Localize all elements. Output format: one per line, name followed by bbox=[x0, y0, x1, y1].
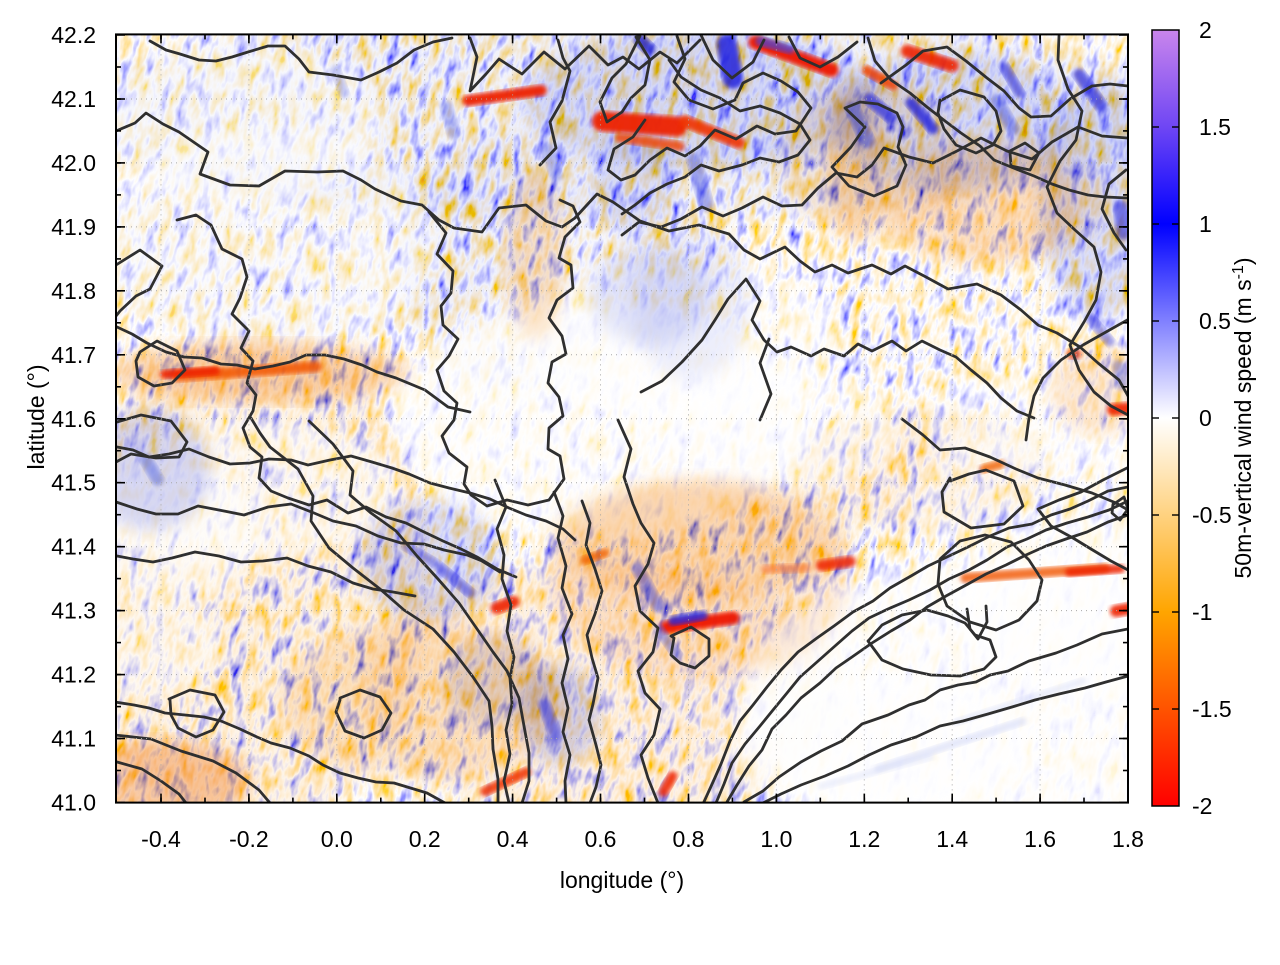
svg-text:41.9: 41.9 bbox=[51, 214, 96, 240]
svg-text:1.8: 1.8 bbox=[1112, 826, 1144, 852]
svg-text:1.0: 1.0 bbox=[760, 826, 792, 852]
svg-text:42.1: 42.1 bbox=[51, 86, 96, 112]
svg-text:41.3: 41.3 bbox=[51, 598, 96, 624]
svg-text:1.6: 1.6 bbox=[1024, 826, 1056, 852]
svg-text:42.2: 42.2 bbox=[51, 22, 96, 48]
svg-text:0.4: 0.4 bbox=[497, 826, 529, 852]
svg-text:1.4: 1.4 bbox=[936, 826, 968, 852]
svg-text:41.4: 41.4 bbox=[51, 534, 96, 560]
svg-text:41.0: 41.0 bbox=[51, 790, 96, 816]
svg-text:42.0: 42.0 bbox=[51, 150, 96, 176]
svg-text:-1.5: -1.5 bbox=[1192, 696, 1232, 722]
svg-text:latitude (°): latitude (°) bbox=[23, 364, 49, 469]
svg-text:0.2: 0.2 bbox=[409, 826, 441, 852]
svg-text:-0.5: -0.5 bbox=[1192, 502, 1232, 528]
svg-text:-0.2: -0.2 bbox=[229, 826, 269, 852]
svg-text:41.1: 41.1 bbox=[51, 726, 96, 752]
svg-text:41.2: 41.2 bbox=[51, 662, 96, 688]
svg-text:41.8: 41.8 bbox=[51, 278, 96, 304]
svg-text:0.6: 0.6 bbox=[585, 826, 617, 852]
svg-text:41.5: 41.5 bbox=[51, 470, 96, 496]
svg-text:50m-vertical wind speed (m s-1: 50m-vertical wind speed (m s-1) bbox=[1230, 257, 1257, 578]
svg-text:-2: -2 bbox=[1192, 793, 1212, 819]
svg-text:0.0: 0.0 bbox=[321, 826, 353, 852]
svg-text:-1: -1 bbox=[1192, 599, 1212, 625]
svg-text:41.7: 41.7 bbox=[51, 342, 96, 368]
svg-text:0.5: 0.5 bbox=[1199, 308, 1231, 334]
svg-text:0.8: 0.8 bbox=[673, 826, 705, 852]
svg-text:0: 0 bbox=[1199, 405, 1212, 431]
svg-text:1.2: 1.2 bbox=[848, 826, 880, 852]
svg-text:1: 1 bbox=[1199, 211, 1212, 237]
svg-text:2: 2 bbox=[1199, 17, 1212, 43]
svg-text:41.6: 41.6 bbox=[51, 406, 96, 432]
svg-text:-0.4: -0.4 bbox=[141, 826, 181, 852]
svg-text:longitude (°): longitude (°) bbox=[560, 867, 684, 893]
svg-text:1.5: 1.5 bbox=[1199, 114, 1231, 140]
